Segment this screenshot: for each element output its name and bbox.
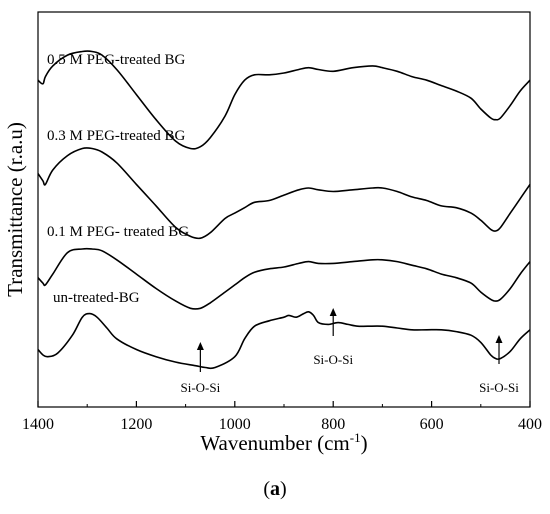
ftir-chart: 0.5 M PEG-treated BG 0.3 M PEG-treated BG… (3, 11, 542, 455)
x-axis-label: Wavenumber (cm-1) (200, 430, 367, 455)
x-tick-label-1000: 1000 (219, 416, 251, 433)
annotation-arrow-head-1 (196, 342, 204, 350)
series-labels: 0.5 M PEG-treated BG 0.3 M PEG-treated BG… (47, 52, 189, 306)
annotation-label-2: Si-O-Si (313, 352, 353, 367)
spectrum-line-2 (37, 147, 531, 240)
x-tick-label-1400: 1400 (22, 416, 54, 433)
annotation-label-3: Si-O-Si (479, 380, 519, 395)
spectrum-line-1 (37, 50, 531, 150)
spectrum-line-3 (37, 247, 531, 310)
series-label-1: 0.5 M PEG-treated BG (47, 52, 185, 68)
spectrum-line-4 (37, 310, 531, 370)
x-tick-label-400: 400 (518, 416, 542, 433)
annotation-label-1: Si-O-Si (180, 380, 220, 395)
series-label-2: 0.3 M PEG-treated BG (47, 128, 185, 144)
plot-frame (37, 11, 531, 408)
x-axis-label-text: Wavenumber (200, 431, 311, 455)
y-axis-label: Transmittance (r.a.u) (3, 122, 27, 297)
x-axis: 1400 1200 1000 800 600 400 (22, 401, 542, 433)
x-tick-label-800: 800 (321, 416, 345, 433)
series-label-4: un-treated-BG (53, 290, 140, 306)
panel-label-letter: a (270, 478, 280, 500)
series-label-3: 0.1 M PEG- treated BG (47, 224, 189, 240)
x-axis-unit-exponent: -1 (350, 430, 361, 445)
annotation-arrow-head-2 (329, 308, 337, 316)
x-axis-unit: cm (324, 431, 350, 455)
spectra-group (37, 50, 531, 370)
annotations: Si-O-Si Si-O-Si Si-O-Si (180, 308, 519, 395)
x-tick-label-1200: 1200 (120, 416, 152, 433)
x-tick-label-600: 600 (420, 416, 444, 433)
annotation-arrow-head-3 (495, 335, 503, 343)
panel-label: (a) (263, 478, 287, 500)
